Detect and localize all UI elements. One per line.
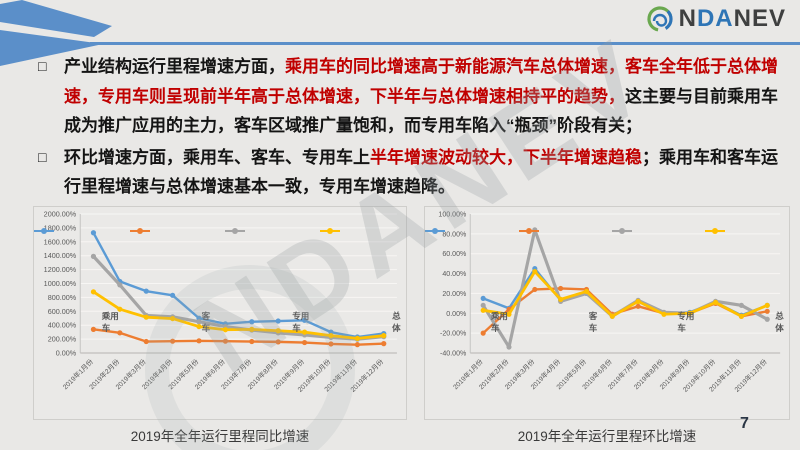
legend-line-marker-icon bbox=[129, 228, 150, 234]
corner-flag-decoration bbox=[0, 0, 800, 66]
logo-letter-n: N bbox=[678, 5, 697, 32]
bullet-text: 产业结构运行里程增速方面，乘用车的同比增速高于新能源汽车总体增速，客车全年低于总… bbox=[64, 52, 778, 141]
yoy-chart-legend: 乘用车 客车 专用车 总体 bbox=[34, 227, 406, 417]
svg-text:400.00%: 400.00% bbox=[48, 321, 77, 330]
page-number: 7 bbox=[740, 415, 749, 432]
svg-text:1400.00%: 1400.00% bbox=[44, 251, 77, 260]
bullet-text-segment-black: 产业结构运行里程增速方面， bbox=[64, 57, 285, 76]
legend-item-乘用车: 乘用车 bbox=[34, 227, 121, 417]
bullet-marker: □ bbox=[38, 58, 47, 74]
chart-title-mom: 2019年全年运行里程环比增速 bbox=[517, 429, 697, 444]
legend-item-专用车: 专用车 bbox=[224, 227, 312, 417]
svg-text:80.00%: 80.00% bbox=[442, 230, 467, 238]
logo: NDANEV bbox=[645, 4, 786, 34]
legend-line-marker-icon bbox=[518, 228, 539, 234]
svg-text:-20.00%: -20.00% bbox=[440, 330, 467, 338]
svg-text:0.00%: 0.00% bbox=[56, 349, 77, 358]
svg-text:1200.00%: 1200.00% bbox=[44, 265, 77, 274]
legend-item-专用车: 专用车 bbox=[611, 227, 697, 417]
legend-label: 总体 bbox=[775, 311, 784, 333]
bullet-item: □ 环比增速方面，乘用车、客车、专用车上半年增速波动较大，下半年增速趋稳；乘用车和… bbox=[38, 143, 778, 202]
svg-text:2000.00%: 2000.00% bbox=[44, 210, 77, 219]
svg-text:1600.00%: 1600.00% bbox=[44, 237, 77, 246]
legend-label: 专用车 bbox=[677, 311, 695, 333]
legend-line-marker-icon bbox=[425, 228, 445, 234]
legend-line-marker-icon bbox=[320, 228, 341, 234]
mom-chart-legend: 乘用车 客车 专用车 总体 bbox=[425, 227, 789, 417]
legend-line-marker-icon bbox=[705, 228, 726, 234]
legend-label: 总体 bbox=[392, 311, 401, 333]
bullet-text-segment-black: 这主要与目前乘用车成为推广应用的主力，客车区域推广量饱和，而专用车陷入“瓶颈”阶… bbox=[64, 86, 778, 136]
legend-label: 客车 bbox=[588, 311, 598, 333]
svg-text:60.00%: 60.00% bbox=[442, 250, 467, 258]
bullet-text-segment-red: 半年增速波动较大，下半年增速趋稳 bbox=[370, 147, 642, 167]
svg-text:600.00%: 600.00% bbox=[48, 307, 77, 316]
legend-item-客车: 客车 bbox=[518, 227, 603, 417]
bullet-text: 环比增速方面，乘用车、客车、专用车上半年增速波动较大，下半年增速趋稳；乘用车和客… bbox=[64, 143, 778, 202]
svg-text:800.00%: 800.00% bbox=[48, 293, 77, 302]
svg-text:0.00%: 0.00% bbox=[446, 310, 467, 318]
logo-letters-nev: NEV bbox=[733, 5, 786, 32]
bullet-text-segment-black: ；乘用车和客车运行里程增速与总体增速基本一致，专用车增速趋降。 bbox=[64, 147, 778, 197]
legend-item-乘用车: 乘用车 bbox=[425, 227, 510, 417]
logo-text: NDANEV bbox=[679, 5, 786, 33]
legend-item-总体: 总体 bbox=[705, 227, 789, 417]
svg-text:-40.00%: -40.00% bbox=[440, 349, 467, 357]
svg-text:40.00%: 40.00% bbox=[442, 270, 467, 278]
header-rule-line bbox=[90, 42, 800, 45]
svg-text:100.00%: 100.00% bbox=[438, 210, 467, 218]
bullet-item: □ 产业结构运行里程增速方面，乘用车的同比增速高于新能源汽车总体增速，客车全年低于… bbox=[38, 52, 778, 141]
mom-line-chart: -40.00% -20.00% 0.00% 20.00% 40.00% 60.00% 80.… bbox=[438, 210, 781, 394]
bullet-list: □ 产业结构运行里程增速方面，乘用车的同比增速高于新能源汽车总体增速，客车全年低于… bbox=[38, 52, 778, 204]
chart-title-yoy: 2019年全年运行里程同比增速 bbox=[130, 429, 310, 444]
bullet-text-segment-red: 乘用车的同比增速高于新能源汽车总体增速，客车全年低于总体增速，专用车则呈现前半年… bbox=[64, 57, 778, 106]
logo-globe-icon bbox=[647, 6, 673, 32]
legend-label: 乘用车 bbox=[490, 311, 508, 333]
legend-line-marker-icon bbox=[34, 228, 54, 234]
legend-line-marker-icon bbox=[224, 228, 245, 234]
bullet-text-segment-black: 环比增速方面，乘用车、客车、专用车上 bbox=[64, 147, 370, 167]
flag-band-shape bbox=[0, 0, 112, 37]
legend-line-marker-icon bbox=[611, 228, 632, 234]
chart-panel-mom: -40.00% -20.00% 0.00% 20.00% 40.00% 60.00% 80.… bbox=[424, 206, 790, 420]
legend-item-总体: 总体 bbox=[320, 227, 406, 417]
svg-text:20.00%: 20.00% bbox=[442, 290, 467, 298]
chart-panel-yoy: 0.00% 200.00% 400.00% 600.00% 800.00% 1000.00… bbox=[33, 206, 407, 420]
bullet-marker: □ bbox=[38, 148, 47, 165]
svg-text:1800.00%: 1800.00% bbox=[44, 223, 77, 232]
flag-triangle-shape bbox=[0, 30, 103, 66]
logo-letters-da: DA bbox=[696, 5, 734, 32]
yoy-line-chart: 0.00% 200.00% 400.00% 600.00% 800.00% 1000.00… bbox=[44, 210, 397, 394]
legend-label: 乘用车 bbox=[101, 311, 119, 333]
legend-label: 客车 bbox=[201, 311, 211, 333]
legend-item-客车: 客车 bbox=[129, 227, 216, 417]
svg-text:1000.00%: 1000.00% bbox=[44, 279, 77, 288]
legend-label: 专用车 bbox=[292, 311, 310, 333]
svg-text:200.00%: 200.00% bbox=[48, 335, 77, 344]
